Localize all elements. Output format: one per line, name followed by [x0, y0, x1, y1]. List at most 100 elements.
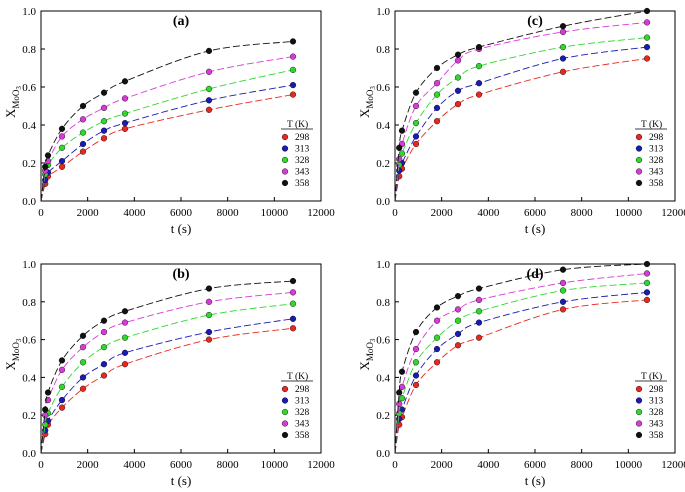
legend-marker-358	[635, 179, 643, 187]
data-point-358	[454, 293, 462, 300]
legend-label-298: 298	[649, 385, 664, 395]
x-tick-label: 8000	[217, 207, 240, 219]
data-point-328	[398, 150, 406, 157]
x-tick-label: 10000	[261, 207, 289, 219]
data-point-298	[121, 125, 129, 132]
legend-marker-298	[635, 133, 643, 141]
data-point-343	[412, 345, 420, 353]
y-tick-label: 0.6	[376, 335, 390, 347]
legend-marker-343	[635, 168, 643, 175]
y-axis-label-main: X	[357, 108, 372, 118]
data-point-358	[559, 23, 567, 30]
data-point-298	[454, 100, 462, 108]
x-tick-label: 12000	[307, 207, 335, 219]
x-axis-label: t (s)	[525, 473, 546, 488]
fit-curve-313	[40, 318, 294, 454]
data-point-358	[412, 89, 420, 96]
data-point-328	[643, 279, 651, 287]
data-point-343	[396, 156, 403, 163]
data-point-358	[433, 64, 441, 72]
x-axis-label: t (s)	[171, 221, 192, 236]
data-point-313	[100, 361, 108, 368]
x-tick-label: 0	[392, 207, 398, 219]
fit-curve-313	[40, 84, 294, 202]
y-axis-label: XMoO3	[3, 338, 23, 370]
data-point-343	[412, 102, 420, 110]
data-point-343	[58, 133, 66, 140]
y-tick-label: 0.0	[22, 196, 36, 208]
fit-curve-358	[40, 280, 294, 454]
data-point-298	[412, 140, 420, 148]
fit-curve-343	[40, 291, 294, 454]
y-axis-label-main: X	[3, 361, 18, 371]
data-point-298	[205, 106, 213, 113]
x-tick-label: 4000	[123, 459, 146, 471]
y-tick-label: 0.8	[22, 44, 36, 56]
data-point-313	[433, 345, 441, 353]
y-tick-label: 1.0	[376, 6, 390, 18]
data-point-343	[475, 296, 483, 304]
data-point-358	[205, 47, 213, 55]
y-tick-label: 0.4	[376, 372, 390, 384]
y-tick-label: 0.4	[22, 372, 36, 384]
data-point-343	[289, 53, 297, 60]
fit-curve-298	[40, 327, 294, 454]
x-tick-label: 10000	[261, 459, 289, 471]
data-point-343	[79, 344, 87, 351]
x-axis-label: t (s)	[171, 473, 192, 488]
data-point-313	[289, 315, 297, 322]
panel-d: 0 2000 4000 6000 8000 10000 12000 0.0 0.2 0.4 0.6 0…	[357, 259, 685, 488]
y-tick-label: 0.4	[22, 120, 36, 132]
data-point-358	[100, 317, 108, 324]
y-axis-label-sub: MoO	[365, 342, 375, 362]
data-point-298	[433, 359, 441, 366]
x-tick-label: 8000	[217, 459, 240, 471]
data-point-298	[58, 163, 66, 170]
x-tick-label: 12000	[661, 207, 685, 219]
y-tick-label: 0.2	[376, 158, 390, 170]
panel-c: 0 2000 4000 6000 8000 10000 12000 0.0 0.2 0.4 0.6 0…	[357, 6, 685, 236]
data-point-328	[100, 118, 108, 125]
data-point-298	[559, 68, 567, 75]
legend-label-298: 298	[295, 133, 310, 143]
legend-label-328: 328	[649, 156, 664, 166]
data-point-313	[559, 55, 567, 62]
data-point-298	[643, 55, 651, 62]
y-tick-label: 0.2	[22, 158, 36, 170]
data-point-328	[454, 317, 462, 324]
data-point-313	[433, 104, 441, 112]
legend-label-298: 298	[295, 385, 310, 395]
data-point-328	[58, 144, 66, 151]
data-point-298	[205, 336, 213, 343]
x-tick-label: 6000	[524, 207, 547, 219]
panel-title: (c)	[527, 14, 543, 29]
legend-label-358: 358	[649, 179, 664, 189]
data-point-298	[121, 361, 129, 368]
x-axis-label: t (s)	[525, 221, 546, 236]
data-point-328	[454, 74, 462, 81]
x-tick-label: 12000	[661, 459, 685, 471]
legend-marker-358	[635, 431, 643, 439]
data-point-328	[205, 85, 213, 93]
data-point-313	[79, 374, 87, 381]
data-point-343	[79, 116, 87, 123]
y-axis-label-sub: MoO	[11, 89, 21, 109]
data-point-358	[44, 389, 52, 396]
plot-frame	[394, 263, 676, 454]
data-point-343	[559, 28, 567, 36]
legend-title: T (K)	[641, 119, 662, 130]
panel-title: (b)	[172, 267, 189, 282]
legend-label-328: 328	[295, 156, 310, 166]
fit-curve-358	[394, 263, 648, 454]
data-point-343	[289, 289, 297, 296]
data-point-358	[396, 389, 403, 396]
data-point-358	[475, 43, 483, 51]
y-tick-label: 0.6	[376, 82, 390, 94]
data-point-358	[121, 308, 129, 315]
data-point-358	[79, 102, 87, 110]
x-tick-label: 0	[38, 459, 44, 471]
y-tick-label: 0.2	[376, 410, 390, 422]
legend-label-313: 313	[295, 397, 310, 407]
fit-curve-313	[394, 291, 648, 454]
fit-curve-358	[394, 10, 648, 202]
